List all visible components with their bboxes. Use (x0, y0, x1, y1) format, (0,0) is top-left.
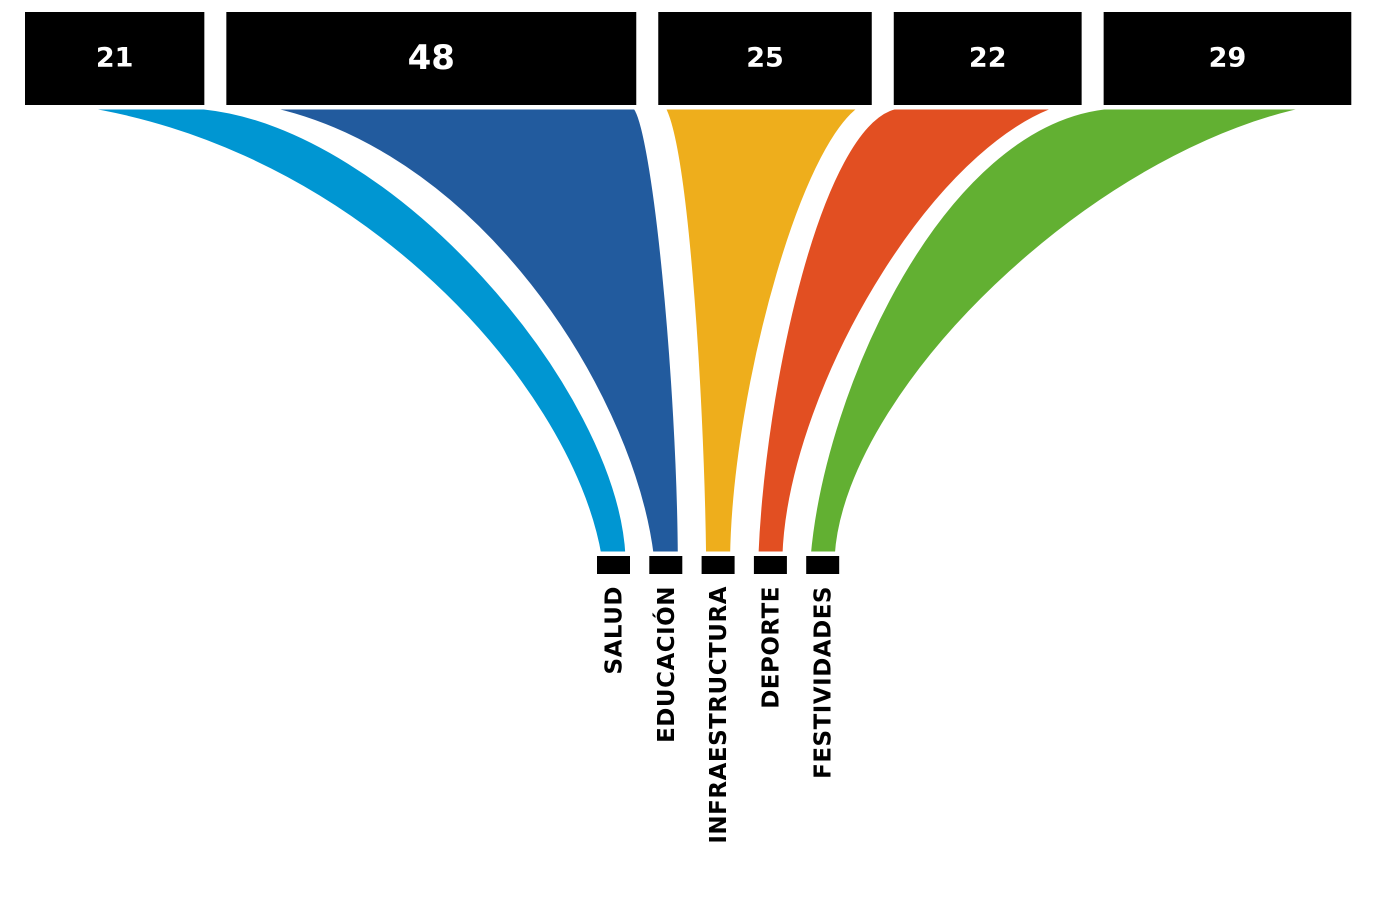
flow-band-festividades (801, 100, 1356, 561)
category-label-salud: SALUD (602, 586, 628, 674)
value-label-infraestructura: 25 (746, 42, 784, 73)
category-node-festividades (806, 556, 840, 574)
category-nodes: SALUD EDUCACIÓN INFRAESTRUCTURA DEPORTE FEST… (597, 556, 840, 844)
category-label-festividades: FESTIVIDADES (811, 586, 837, 779)
category-label-educacion: EDUCACIÓN (652, 586, 680, 743)
value-label-educacion: 48 (408, 38, 455, 78)
category-node-deporte (753, 556, 787, 574)
value-label-salud: 21 (96, 42, 134, 73)
value-boxes: 21 48 25 22 29 (25, 12, 1352, 105)
value-box-infraestructura (658, 12, 872, 105)
flow-band-infraestructura (653, 100, 877, 561)
flow-band-educacion (221, 100, 687, 561)
category-node-salud (597, 556, 630, 574)
category-label-deporte: DEPORTE (758, 586, 784, 709)
category-node-infraestructura (701, 556, 735, 574)
value-box-deporte (893, 12, 1082, 105)
value-box-festividades (1103, 12, 1352, 105)
flow-band-deporte (749, 100, 1087, 561)
value-label-festividades: 29 (1209, 42, 1247, 73)
flow-bands (20, 100, 1356, 561)
value-box-educacion (226, 12, 637, 105)
value-box-salud (25, 12, 205, 105)
category-label-infraestructura: INFRAESTRUCTURA (706, 586, 732, 844)
value-label-deporte: 22 (969, 42, 1007, 73)
category-node-educacion (649, 556, 683, 574)
